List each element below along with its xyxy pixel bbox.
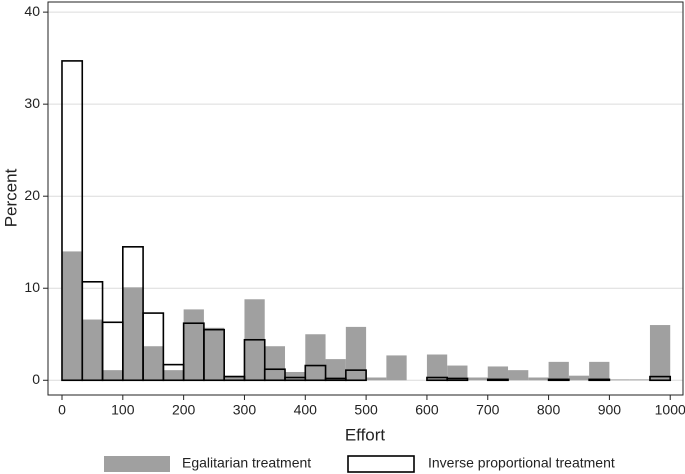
bar — [568, 375, 590, 381]
bar — [243, 338, 266, 382]
x-tick-label: 100 — [111, 402, 135, 418]
bar — [446, 377, 469, 382]
bar — [203, 327, 225, 381]
bar — [122, 287, 144, 381]
legend-swatch — [104, 456, 170, 472]
x-tick-label: 700 — [476, 402, 500, 418]
y-tick-label: 0 — [32, 371, 40, 387]
y-tick-label: 30 — [24, 95, 40, 111]
legend-label: Egalitarian treatment — [182, 455, 311, 471]
bar — [102, 370, 123, 381]
x-tick-label: 200 — [172, 402, 196, 418]
legend-label: Inverse proportional treatment — [428, 455, 615, 471]
bar — [649, 325, 671, 381]
bar — [447, 365, 468, 381]
bar — [366, 377, 387, 381]
y-tick-label: 20 — [24, 187, 40, 203]
bar — [487, 366, 509, 381]
x-tick-label: 400 — [294, 402, 318, 418]
bar — [345, 369, 367, 382]
bar — [528, 377, 549, 381]
y-axis-title: Percent — [1, 168, 20, 227]
x-tick-label: 0 — [58, 402, 66, 418]
bar — [386, 355, 407, 381]
bar — [629, 379, 650, 381]
bar — [143, 346, 164, 381]
bar — [264, 346, 286, 381]
x-tick-label: 800 — [537, 402, 561, 418]
bar — [547, 378, 570, 382]
bar — [467, 377, 488, 381]
bar — [589, 361, 610, 381]
x-tick-label: 900 — [598, 402, 622, 418]
x-tick-label: 1000 — [655, 402, 685, 418]
bar — [588, 378, 611, 382]
plot-frame — [47, 1, 684, 396]
x-tick-label: 600 — [415, 402, 439, 418]
x-tick-label: 300 — [233, 402, 257, 418]
x-tick-label: 500 — [354, 402, 378, 418]
bar — [304, 364, 327, 382]
bar — [203, 328, 225, 382]
bar — [548, 361, 569, 381]
bar — [345, 326, 367, 381]
y-tick-label: 10 — [24, 279, 40, 295]
bar — [163, 370, 184, 381]
bar — [224, 375, 245, 381]
bar — [61, 60, 84, 382]
bar — [325, 359, 346, 381]
bar — [82, 319, 103, 381]
bar — [426, 354, 448, 381]
bar — [61, 251, 83, 381]
bar — [142, 312, 165, 382]
bar — [285, 371, 306, 381]
bar — [508, 370, 529, 381]
bar — [305, 334, 326, 381]
y-tick-label: 40 — [24, 3, 40, 19]
x-axis-title: Effort — [345, 425, 386, 444]
bar — [649, 375, 672, 382]
legend-swatch — [347, 455, 415, 473]
bar — [486, 378, 509, 382]
bar — [263, 368, 286, 382]
bar — [183, 309, 204, 381]
bar — [609, 379, 630, 381]
